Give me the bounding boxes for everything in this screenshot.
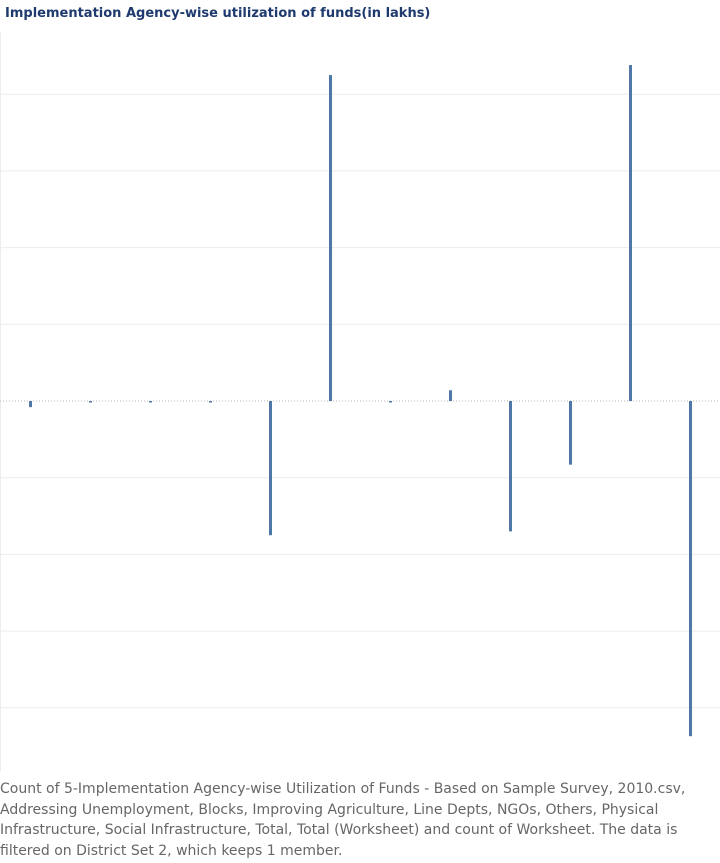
bar[interactable]	[149, 401, 152, 403]
bar[interactable]	[569, 401, 572, 465]
bar[interactable]	[689, 401, 692, 737]
chart-caption: Count of 5-Implementation Agency-wise Ut…	[0, 781, 686, 859]
bar[interactable]	[209, 401, 212, 403]
bar[interactable]	[629, 65, 632, 401]
bar[interactable]	[29, 401, 32, 408]
chart-title: Implementation Agency-wise utilization o…	[5, 6, 431, 21]
gridlines	[0, 93, 720, 709]
bar[interactable]	[89, 401, 92, 403]
bar[interactable]	[509, 401, 512, 532]
bar-chart	[0, 32, 720, 771]
bar[interactable]	[389, 401, 392, 403]
bar[interactable]	[449, 390, 452, 401]
bar[interactable]	[269, 401, 272, 536]
bar[interactable]	[329, 75, 332, 402]
